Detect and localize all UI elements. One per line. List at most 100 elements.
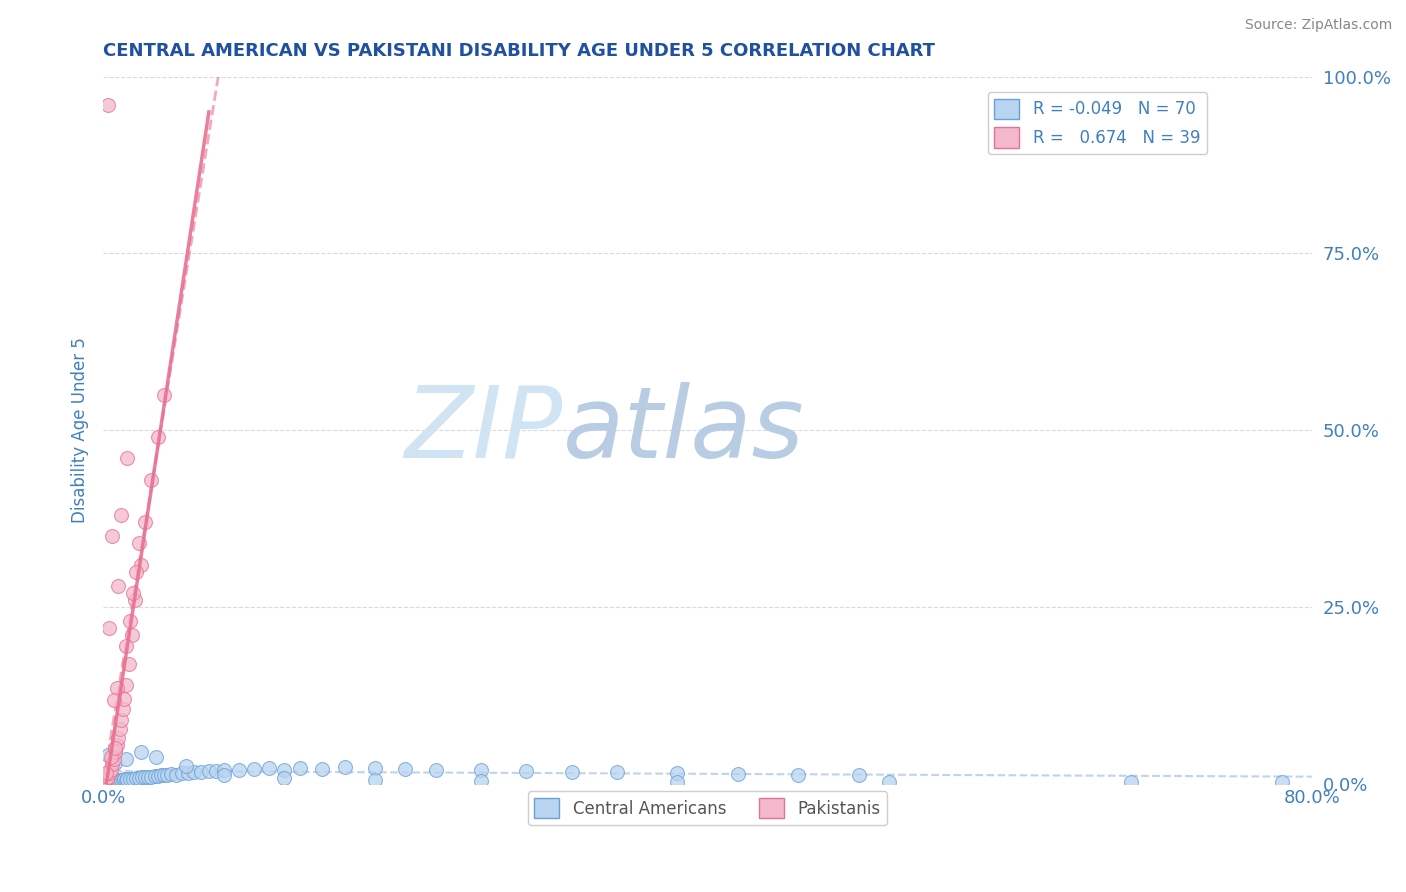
Point	[1271, 774, 1294, 789]
Point	[114, 773, 136, 788]
Point	[103, 693, 125, 707]
Point	[107, 731, 129, 745]
Point	[117, 451, 139, 466]
Point	[122, 586, 145, 600]
Point	[560, 764, 582, 779]
Point	[364, 761, 387, 775]
Point	[120, 772, 142, 786]
Point	[101, 529, 124, 543]
Point	[470, 773, 492, 788]
Point	[787, 767, 810, 781]
Point	[152, 388, 174, 402]
Point	[146, 430, 169, 444]
Point	[98, 766, 121, 780]
Point	[104, 773, 127, 788]
Point	[111, 773, 134, 788]
Point	[273, 771, 295, 785]
Point	[111, 702, 134, 716]
Point	[183, 764, 205, 779]
Point	[94, 772, 117, 787]
Point	[212, 768, 235, 782]
Point	[149, 768, 172, 782]
Point	[101, 773, 124, 788]
Point	[394, 762, 416, 776]
Point	[205, 764, 228, 778]
Point	[212, 763, 235, 777]
Point	[143, 769, 166, 783]
Text: atlas: atlas	[562, 382, 804, 479]
Point	[108, 722, 131, 736]
Point	[364, 773, 387, 788]
Point	[145, 750, 167, 764]
Y-axis label: Disability Age Under 5: Disability Age Under 5	[72, 337, 89, 523]
Point	[94, 766, 117, 780]
Point	[877, 774, 900, 789]
Point	[112, 772, 135, 787]
Point	[107, 579, 129, 593]
Point	[124, 593, 146, 607]
Point	[104, 745, 127, 759]
Point	[228, 764, 250, 778]
Point	[129, 558, 152, 572]
Point	[117, 772, 139, 787]
Point	[93, 774, 115, 789]
Point	[97, 748, 120, 763]
Point	[103, 752, 125, 766]
Point	[1119, 775, 1142, 789]
Point	[98, 774, 121, 789]
Text: ZIP: ZIP	[404, 382, 562, 479]
Point	[606, 765, 628, 780]
Point	[141, 473, 163, 487]
Point	[170, 766, 193, 780]
Point	[122, 772, 145, 786]
Point	[97, 98, 120, 112]
Point	[288, 761, 311, 775]
Point	[114, 678, 136, 692]
Point	[155, 767, 177, 781]
Point	[105, 773, 128, 788]
Point	[129, 745, 152, 759]
Point	[470, 764, 492, 778]
Point	[190, 765, 212, 780]
Point	[120, 614, 142, 628]
Text: CENTRAL AMERICAN VS PAKISTANI DISABILITY AGE UNDER 5 CORRELATION CHART: CENTRAL AMERICAN VS PAKISTANI DISABILITY…	[103, 42, 935, 60]
Point	[105, 681, 128, 696]
Point	[165, 767, 187, 781]
Point	[112, 691, 135, 706]
Point	[160, 767, 183, 781]
Point	[131, 770, 153, 784]
Point	[134, 770, 156, 784]
Point	[273, 763, 295, 777]
Point	[103, 774, 125, 789]
Point	[727, 767, 749, 781]
Point	[100, 774, 122, 789]
Point	[128, 771, 150, 785]
Point	[93, 775, 115, 789]
Point	[97, 770, 120, 784]
Point	[141, 770, 163, 784]
Point	[110, 508, 132, 522]
Point	[98, 621, 121, 635]
Point	[177, 766, 200, 780]
Point	[110, 713, 132, 727]
Text: Source: ZipAtlas.com: Source: ZipAtlas.com	[1244, 18, 1392, 32]
Point	[128, 536, 150, 550]
Point	[105, 738, 128, 752]
Point	[107, 773, 129, 788]
Point	[333, 760, 356, 774]
Point	[243, 762, 266, 776]
Point	[97, 775, 120, 789]
Point	[110, 773, 132, 788]
Point	[848, 768, 870, 782]
Point	[425, 763, 447, 777]
Legend: Central Americans, Pakistanis: Central Americans, Pakistanis	[527, 791, 887, 825]
Point	[100, 763, 122, 777]
Point	[311, 762, 333, 776]
Point	[104, 741, 127, 756]
Point	[121, 628, 143, 642]
Point	[125, 771, 148, 785]
Point	[100, 750, 122, 764]
Point	[146, 769, 169, 783]
Point	[114, 752, 136, 766]
Point	[152, 768, 174, 782]
